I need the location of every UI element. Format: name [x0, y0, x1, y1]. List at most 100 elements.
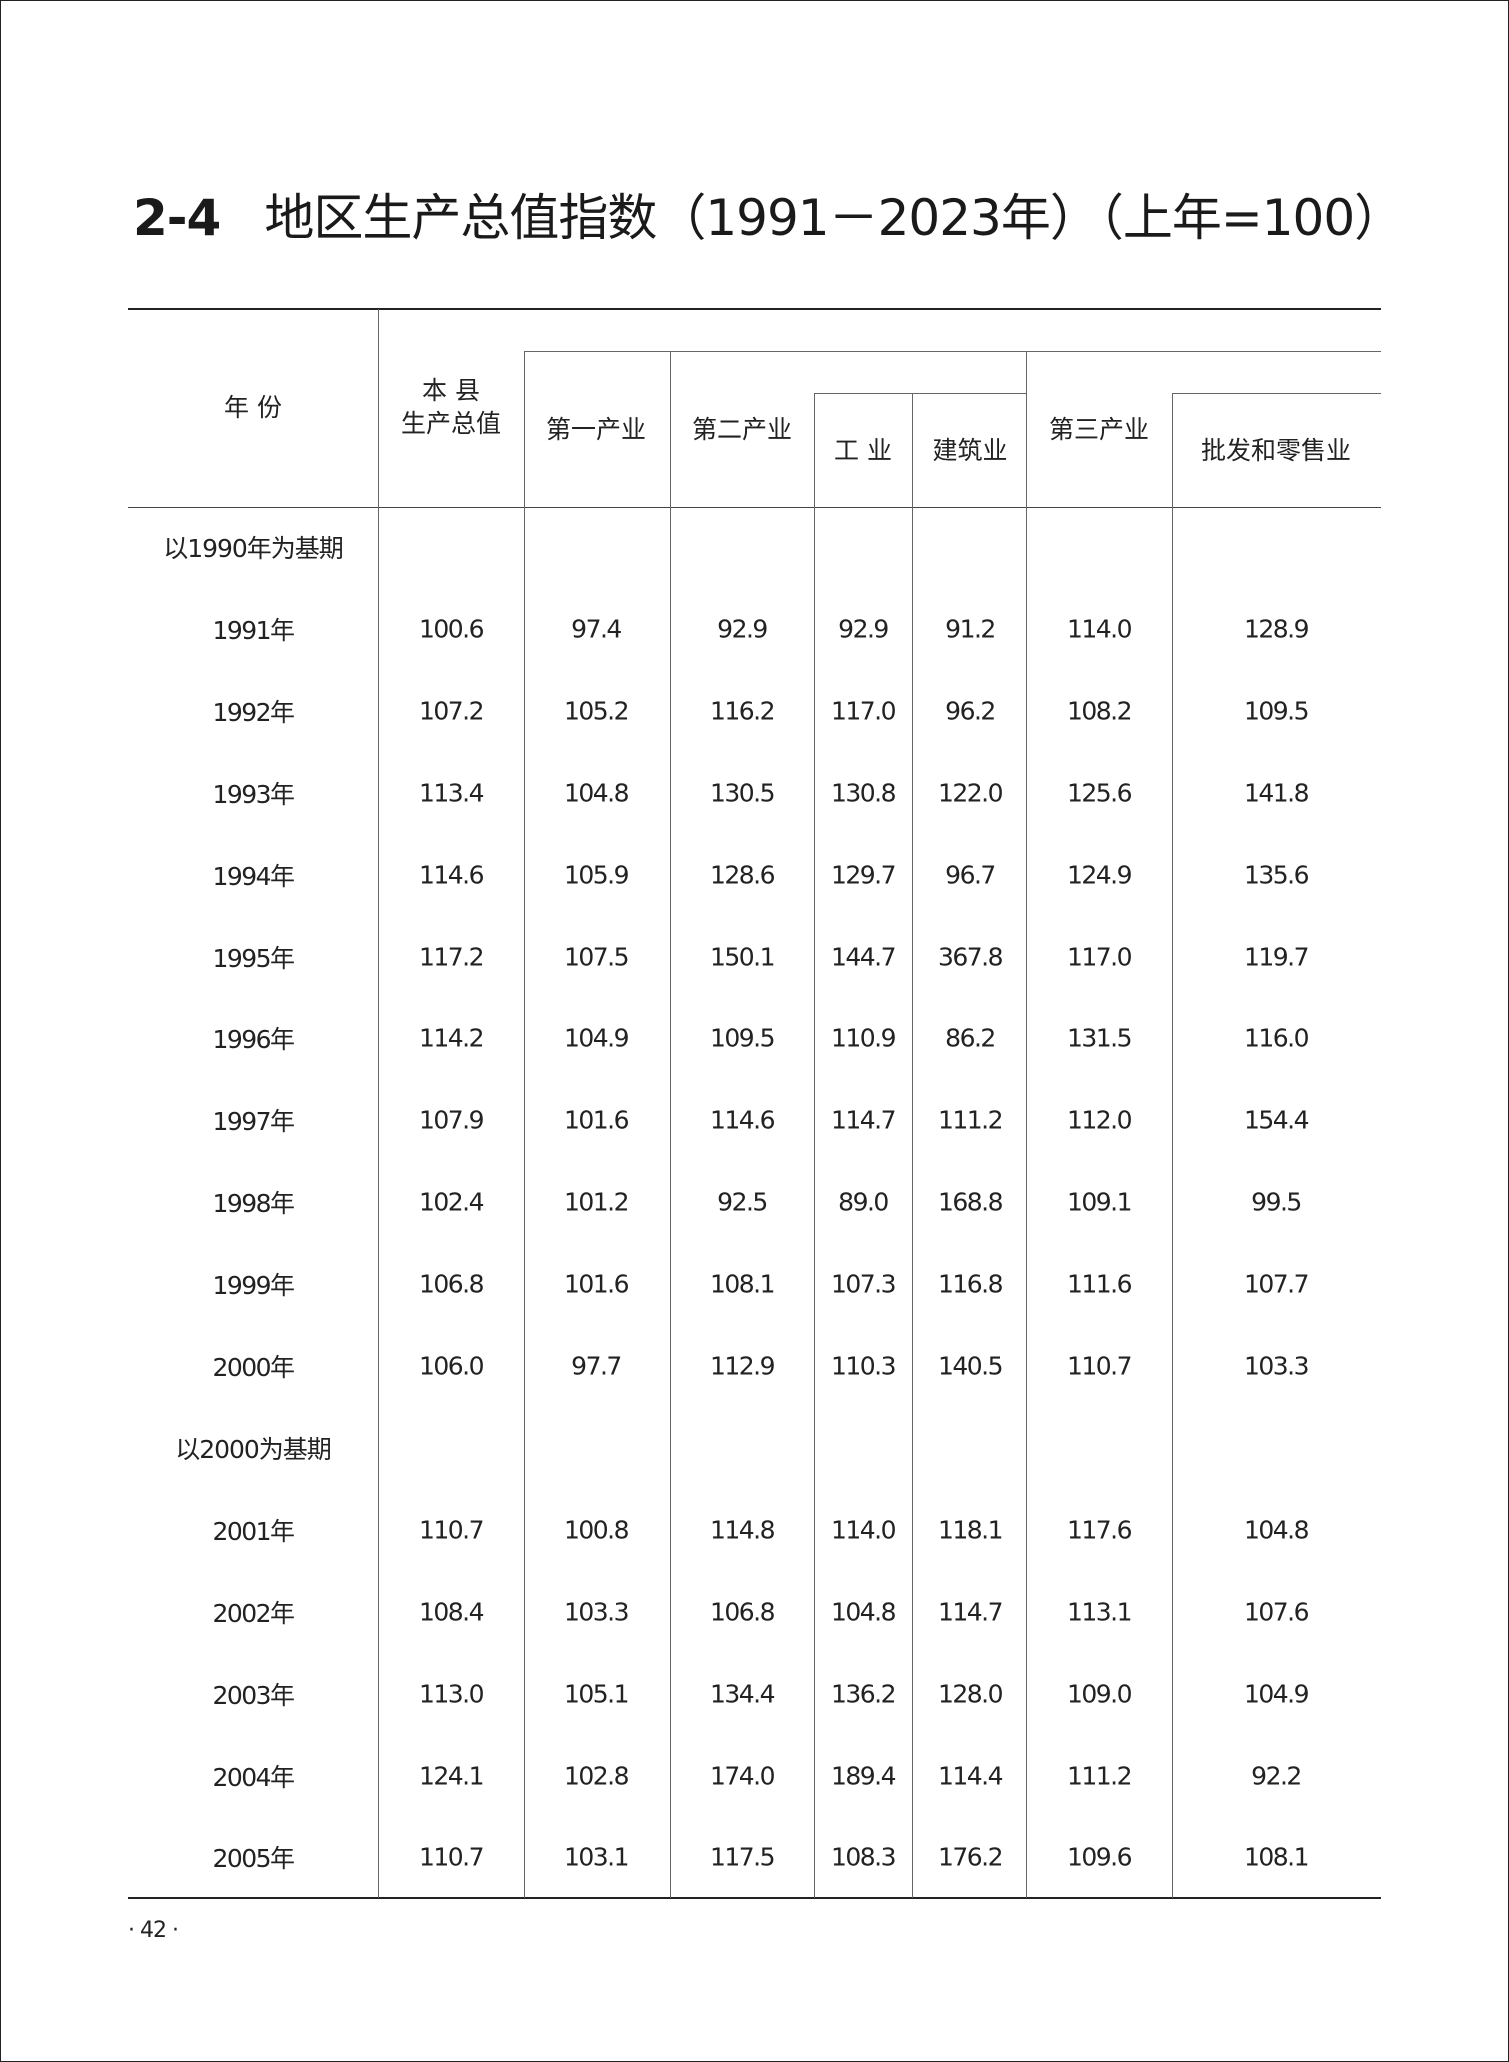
- table-cell: 134.4: [709, 1679, 776, 1709]
- table-cell: 150.1: [709, 942, 776, 971]
- table-cell: 130.5: [709, 778, 776, 808]
- col-line: [814, 393, 815, 1898]
- table-cell: 124.1: [418, 1761, 485, 1790]
- table-cell: 154.4: [1243, 1105, 1310, 1135]
- table-cell: 110.3: [830, 1351, 897, 1381]
- page-title: 2-4 地区生产总值指数（1991－2023年）（上年=100）: [133, 178, 1404, 250]
- table-cell: 103.3: [563, 1597, 630, 1627]
- table-cell: 108.4: [418, 1597, 485, 1627]
- table-cell: 117.2: [418, 942, 485, 971]
- table-cell: 116.8: [937, 1269, 1004, 1299]
- page-number: · 42 ·: [128, 1918, 179, 1943]
- row-year: 1996年: [212, 1025, 295, 1055]
- table-cell: 107.2: [418, 696, 485, 726]
- header-divider-secondary: [814, 393, 1026, 394]
- col-line: [524, 351, 525, 1898]
- col-line: [378, 309, 379, 1898]
- table-cell: 101.2: [563, 1187, 630, 1217]
- table-cell: 103.3: [1243, 1351, 1310, 1381]
- table-cell: 110.9: [830, 1023, 897, 1053]
- table-cell: 109.1: [1066, 1187, 1133, 1217]
- table-cell: 114.7: [830, 1105, 897, 1135]
- table-cell: 176.2: [937, 1842, 1004, 1872]
- table-cell: 113.0: [418, 1679, 485, 1709]
- table-cell: 92.2: [1251, 1761, 1302, 1790]
- header-county-gdp-line2: 生产总值: [400, 409, 502, 438]
- table-cell: 108.1: [709, 1269, 776, 1299]
- table-cell: 108.1: [1243, 1842, 1310, 1872]
- table-cell: 130.8: [830, 778, 897, 808]
- table-cell: 107.6: [1243, 1597, 1310, 1627]
- table-cell: 144.7: [830, 942, 897, 971]
- table-cell: 99.5: [1251, 1187, 1302, 1217]
- row-year: 1991年: [212, 615, 295, 645]
- table-cell: 117.6: [1066, 1515, 1133, 1545]
- table-cell: 106.8: [709, 1597, 776, 1627]
- table-cell: 109.5: [709, 1023, 776, 1053]
- table-cell: 110.7: [1066, 1351, 1133, 1381]
- table-cell: 97.4: [571, 614, 622, 644]
- row-year: 1997年: [212, 1107, 295, 1137]
- table-cell: 106.0: [418, 1351, 485, 1381]
- table-cell: 109.5: [1243, 696, 1310, 726]
- row-year: 2004年: [212, 1762, 295, 1792]
- row-year: 2002年: [212, 1598, 295, 1628]
- row-year: 2001年: [212, 1516, 295, 1546]
- table-cell: 117.5: [709, 1842, 776, 1872]
- table-cell: 112.9: [709, 1351, 776, 1381]
- table-cell: 128.9: [1243, 614, 1310, 644]
- table-cell: 136.2: [830, 1679, 897, 1709]
- table-cell: 100.6: [418, 614, 485, 644]
- table-cell: 97.7: [571, 1351, 622, 1381]
- table-cell: 128.6: [709, 860, 776, 890]
- table-cell: 174.0: [709, 1761, 776, 1790]
- table-cell: 110.7: [418, 1515, 485, 1545]
- table-cell: 113.4: [418, 778, 485, 808]
- table-cell: 128.0: [937, 1679, 1004, 1709]
- table-cell: 114.8: [709, 1515, 776, 1545]
- table-cell: 114.0: [1066, 614, 1133, 644]
- table-cell: 114.0: [830, 1515, 897, 1545]
- table-cell: 86.2: [945, 1023, 996, 1053]
- table-cell: 104.8: [563, 778, 630, 808]
- table-cell: 92.9: [717, 614, 768, 644]
- table-cell: 101.6: [563, 1269, 630, 1299]
- table-cell: 89.0: [838, 1187, 889, 1217]
- header-wholesale-retail: 批发和零售业: [1200, 436, 1352, 465]
- row-year: 1994年: [212, 861, 295, 891]
- bottom-rule: [128, 1897, 1381, 1899]
- row-year: 1992年: [212, 697, 295, 727]
- table-cell: 119.7: [1243, 942, 1310, 971]
- table-cell: 135.6: [1243, 860, 1310, 890]
- table-cell: 114.6: [709, 1105, 776, 1135]
- row-year: 1999年: [212, 1271, 295, 1301]
- header-county-gdp-line1: 本 县: [422, 376, 480, 405]
- header-tertiary: 第三产业: [1048, 415, 1150, 444]
- table-cell: 107.5: [563, 942, 630, 971]
- row-year: 2000年: [212, 1353, 295, 1382]
- table-cell: 106.8: [418, 1269, 485, 1299]
- top-rule: [128, 308, 1381, 310]
- table-cell: 107.7: [1243, 1269, 1310, 1299]
- table-cell: 114.2: [418, 1023, 485, 1053]
- col-line: [1172, 393, 1173, 1898]
- table-cell: 109.6: [1066, 1842, 1133, 1872]
- table-number: 2-4: [133, 189, 221, 247]
- table-cell: 367.8: [937, 942, 1004, 971]
- table-cell: 92.9: [838, 614, 889, 644]
- table-cell: 118.1: [937, 1515, 1004, 1545]
- table-cell: 104.8: [830, 1597, 897, 1627]
- table-cell: 114.7: [937, 1597, 1004, 1627]
- table-cell: 122.0: [937, 778, 1004, 808]
- table-cell: 92.5: [717, 1187, 768, 1217]
- table-cell: 141.8: [1243, 778, 1310, 808]
- table-cell: 104.9: [1243, 1679, 1310, 1709]
- row-year: 2005年: [212, 1844, 295, 1874]
- table-cell: 117.0: [1066, 942, 1133, 971]
- col-line: [670, 351, 671, 1898]
- row-year: 1995年: [212, 943, 295, 973]
- section-label: 以1990年为基期: [163, 534, 344, 563]
- table-cell: 131.5: [1066, 1023, 1133, 1053]
- table-cell: 113.1: [1066, 1597, 1133, 1627]
- table-cell: 111.6: [1066, 1269, 1133, 1299]
